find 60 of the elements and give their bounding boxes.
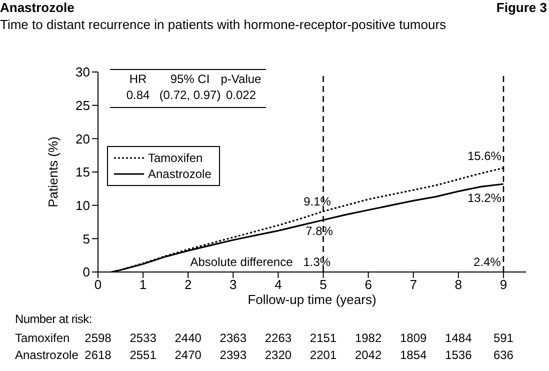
text: 591 [492,331,514,345]
annotation: Absolute difference [190,255,293,269]
text: 1536 [444,348,473,362]
chart-title: Anastrozole [0,0,74,15]
text: 2440 [174,331,202,345]
text: 2320 [264,348,293,362]
y-tick-label: 20 [76,131,90,146]
annotation: 2.4% [473,255,501,269]
text: 2470 [174,348,202,362]
x-tick-label: 6 [364,277,372,292]
y-axis-title: Patients (%) [46,136,61,208]
annotation: 9.1% [304,194,332,208]
text: 1982 [354,331,383,345]
text: Number at risk: [15,312,92,326]
text: 2263 [264,331,293,345]
legend-label: Tamoxifen [148,150,203,166]
x-tick-label: 9 [500,277,508,292]
text: 1854 [399,348,428,362]
y-tick-label: 25 [76,98,90,113]
y-tick-label: 5 [82,231,90,246]
text: 2598 [84,331,112,345]
text: 1809 [399,331,428,345]
text: Tamoxifen [15,331,70,345]
annotation: 13.2% [467,191,502,205]
x-tick-label: 7 [410,277,417,292]
annotation: 15.6% [467,149,502,163]
x-tick-label: 8 [454,277,462,292]
text: 636 [492,348,514,362]
x-tick-label: 3 [230,277,237,292]
x-tick-label: 2 [184,277,192,292]
text: 2151 [308,331,338,345]
annotation: 1.3% [303,255,331,269]
text: Anastrozole [15,348,78,362]
annotation: 0.84 [126,88,150,102]
text: 2201 [308,348,338,362]
y-tick-label: 0 [82,264,90,280]
x-tick-label: 5 [320,277,327,292]
annotation: HR [129,72,147,86]
y-tick-label: 30 [76,64,90,80]
annotation: 95% CI [170,72,210,86]
x-tick-label: 0 [94,277,102,292]
annotation: 0.022 [226,88,256,102]
text: 2533 [128,331,158,345]
y-tick-label: 15 [76,164,90,180]
y-tick-label: 10 [76,198,90,213]
annotation: (0.72, 0.97) [159,88,221,102]
chart-subtitle: Time to distant recurrence in patients with hormone-receptor-positive tumours [0,17,446,32]
text: 2363 [218,331,248,345]
text: 1484 [444,331,473,345]
text: 2618 [84,348,112,362]
annotation: 7.8% [306,224,334,238]
legend-label: Anastrozole [148,166,212,182]
text: 2042 [354,348,383,362]
annotation: p-Value [220,72,262,86]
text: 2393 [218,348,248,362]
x-tick-label: 1 [139,277,147,292]
x-tick-label: 4 [274,277,282,292]
text: 2551 [128,348,158,362]
x-axis-title: Follow-up time (years) [246,292,378,307]
caption: Figure 3 [496,0,547,15]
